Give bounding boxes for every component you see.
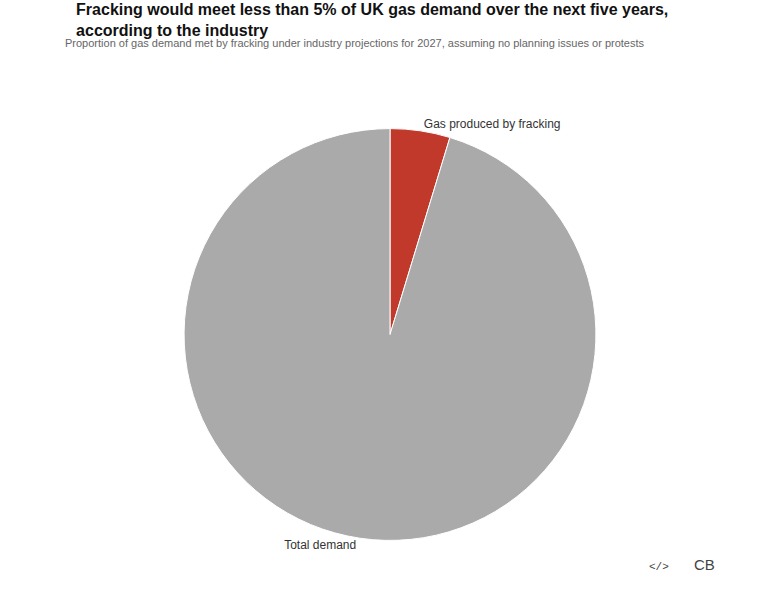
svg-text:Total demand: Total demand [284, 538, 356, 552]
svg-text:</>: </> [649, 561, 669, 573]
svg-text:Fracking would meet less than: Fracking would meet less than 5% of UK g… [76, 1, 668, 39]
svg-text:Proportion of gas demand met b: Proportion of gas demand met by fracking… [65, 37, 645, 49]
svg-text:Gas produced by fracking: Gas produced by fracking [424, 117, 561, 131]
svg-text:CB: CB [694, 556, 715, 573]
